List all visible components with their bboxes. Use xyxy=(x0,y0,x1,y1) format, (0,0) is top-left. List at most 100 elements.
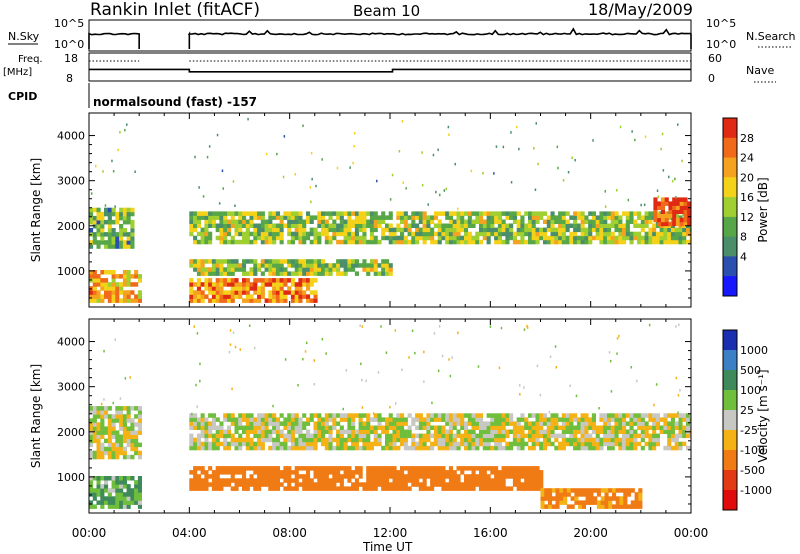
power-cell xyxy=(302,290,307,295)
velocity-cell xyxy=(107,406,112,411)
power-cell xyxy=(377,219,382,224)
power-cell xyxy=(196,290,201,295)
velocity-cell xyxy=(464,482,469,487)
power-cell xyxy=(373,227,378,233)
power-cell xyxy=(253,267,258,272)
power-cell xyxy=(134,298,139,303)
velocity-cell xyxy=(559,496,564,501)
velocity-cell xyxy=(512,421,517,426)
power-cell xyxy=(294,227,299,233)
velocity-cell xyxy=(347,429,352,434)
velocity-cell xyxy=(610,390,613,393)
velocity-cell xyxy=(298,441,303,447)
power-cell xyxy=(418,227,423,233)
velocity-cell xyxy=(89,426,94,431)
velocity-cell xyxy=(452,433,457,439)
velocity-cell xyxy=(238,482,243,487)
power-cell xyxy=(497,235,502,241)
velocity-cell xyxy=(122,480,127,485)
power-cell xyxy=(92,290,97,295)
power-cell xyxy=(640,215,645,220)
velocity-cell xyxy=(298,421,303,426)
velocity-cell xyxy=(313,429,318,434)
nsky-series xyxy=(88,27,692,49)
power-cell xyxy=(403,227,408,233)
velocity-cell xyxy=(415,417,420,422)
nave-hi: 60 xyxy=(708,52,722,65)
velocity-cell xyxy=(122,430,127,435)
power-cell xyxy=(260,282,265,287)
power-colorbar-swatch xyxy=(723,236,737,257)
power-cell xyxy=(100,236,105,241)
power-cell xyxy=(328,223,333,228)
velocity-cell xyxy=(509,417,514,422)
x-tick-label: 00:00 xyxy=(72,526,107,540)
power-colorbar-swatch xyxy=(723,118,737,139)
velocity-cell xyxy=(464,474,469,479)
velocity-cell xyxy=(111,442,116,448)
power-cell xyxy=(92,232,97,237)
power-cell xyxy=(302,239,307,245)
velocity-cell xyxy=(682,417,687,422)
velocity-cell xyxy=(535,433,540,439)
velocity-cell xyxy=(96,500,101,505)
power-cell xyxy=(245,271,250,276)
velocity-cell xyxy=(433,425,438,430)
power-cell xyxy=(543,239,548,245)
power-cell xyxy=(219,231,224,237)
velocity-cell xyxy=(655,425,660,430)
velocity-cell xyxy=(486,474,491,479)
velocity-cell xyxy=(196,441,201,447)
velocity-cell xyxy=(130,422,135,427)
power-cell xyxy=(595,227,600,233)
velocity-cell xyxy=(569,384,571,387)
power-cell xyxy=(294,298,299,303)
power-cell xyxy=(230,263,235,268)
velocity-cell xyxy=(130,454,135,460)
power-cell xyxy=(234,267,239,272)
velocity-cell xyxy=(204,486,209,491)
velocity-cell xyxy=(272,437,277,443)
power-cell xyxy=(96,232,101,237)
velocity-cell xyxy=(445,474,450,479)
velocity-cell xyxy=(407,425,412,430)
power-cell xyxy=(321,263,326,268)
velocity-cell xyxy=(494,413,499,418)
velocity-cell xyxy=(306,482,311,487)
power-cell xyxy=(268,282,273,287)
power-cell xyxy=(535,219,540,224)
velocity-cell xyxy=(652,433,657,439)
velocity-cell xyxy=(551,496,556,501)
velocity-cell xyxy=(268,466,273,471)
velocity-cell xyxy=(196,421,201,426)
velocity-cell xyxy=(219,482,224,487)
power-cell xyxy=(230,223,235,228)
velocity-cell xyxy=(211,486,216,491)
power-ylabel: Slant Range [km] xyxy=(29,158,43,262)
velocity-cell xyxy=(347,433,352,439)
velocity-cell xyxy=(573,417,578,422)
velocity-cell xyxy=(230,474,235,479)
velocity-cell xyxy=(550,441,555,447)
velocity-cell xyxy=(561,421,566,426)
velocity-cell xyxy=(200,441,205,447)
power-cell xyxy=(275,215,280,220)
power-cell xyxy=(223,259,228,264)
velocity-cell xyxy=(670,421,675,426)
power-cell xyxy=(661,132,664,136)
velocity-cell xyxy=(211,482,216,487)
power-cell xyxy=(682,235,687,241)
velocity-cell xyxy=(471,466,476,471)
power-cell xyxy=(211,267,216,272)
velocity-cell xyxy=(589,500,594,505)
power-cell xyxy=(272,278,277,283)
velocity-cell xyxy=(559,492,564,497)
velocity-cell xyxy=(126,438,131,444)
power-cell xyxy=(576,215,581,220)
velocity-cell xyxy=(418,486,423,491)
velocity-cell xyxy=(467,486,472,491)
power-cell xyxy=(92,270,97,275)
power-cell xyxy=(122,207,127,213)
velocity-cell xyxy=(505,421,510,426)
